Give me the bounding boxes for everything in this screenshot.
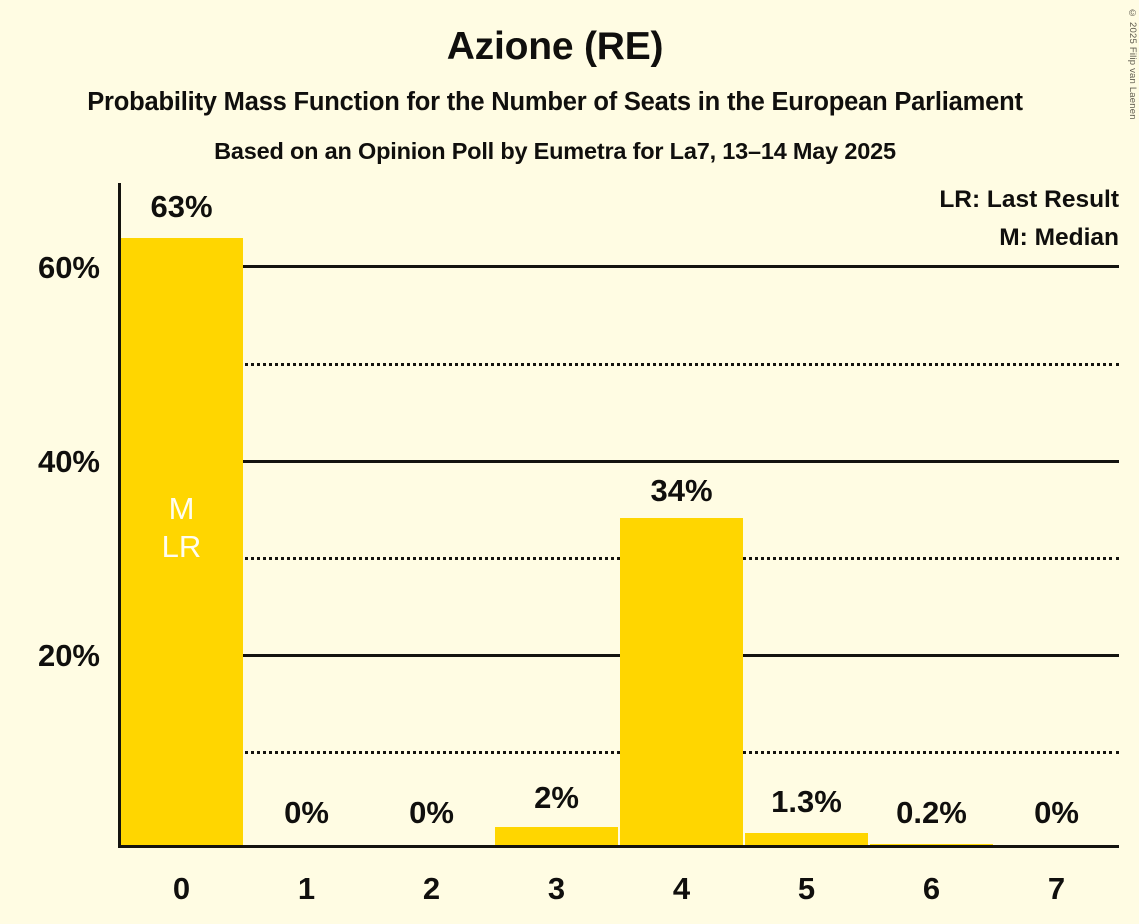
gridline-20 [118,654,1119,657]
bar-value-7: 0% [1034,795,1079,830]
x-tick-label-2: 2 [422,871,441,906]
y-axis-line [118,183,121,848]
x-tick-label-5: 5 [797,871,816,906]
bar-3[interactable] [495,827,618,846]
legend-median: M: Median [999,224,1119,251]
bar-value-5: 1.3% [771,784,842,819]
y-tick-label-40: 40% [37,444,100,479]
bar-value-3: 2% [534,780,579,815]
gridline-30 [118,557,1119,560]
x-tick-label-4: 4 [672,871,691,906]
bar-value-6: 0.2% [896,795,967,830]
x-tick-label-6: 6 [922,871,941,906]
x-tick-label-1: 1 [297,871,316,906]
median-marker: M [168,491,195,526]
last-result-marker: LR [161,529,202,564]
x-tick-label-3: 3 [547,871,566,906]
page-title: Azione (RE) [446,25,664,68]
x-tick-label-7: 7 [1047,871,1066,906]
bar-4[interactable] [620,518,743,846]
copyright-notice: © 2025 Filip van Laenen [1127,8,1138,120]
gridline-60 [118,265,1119,268]
bar-value-0: 63% [150,189,213,224]
chart-source-note: Based on an Opinion Poll by Eumetra for … [214,138,896,164]
gridline-10 [118,751,1119,754]
bar-value-1: 0% [284,795,329,830]
x-axis-line [118,845,1119,848]
y-tick-label-20: 20% [37,638,100,673]
legend-last-result: LR: Last Result [939,186,1119,213]
y-tick-label-60: 60% [37,250,100,285]
gridline-40 [118,460,1119,463]
bar-0[interactable] [120,238,243,846]
chart-subtitle: Probability Mass Function for the Number… [87,88,1023,116]
x-tick-label-0: 0 [172,871,191,906]
gridline-50 [118,363,1119,366]
bar-value-2: 0% [409,795,454,830]
bar-5[interactable] [745,833,868,846]
bar-value-4: 34% [650,473,713,508]
